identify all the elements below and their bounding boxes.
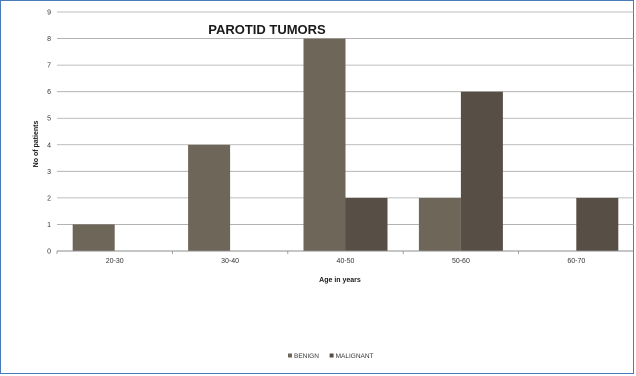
y-tick-label: 0 [47, 249, 51, 256]
x-tick-label: 20-30 [106, 258, 124, 265]
x-tick-label: 40-50 [337, 258, 355, 265]
y-tick-label: 6 [47, 89, 51, 96]
y-axis-ticks: 0 1 2 3 4 5 6 7 8 9 [47, 10, 51, 256]
bars [72, 38, 619, 252]
bar-benign-30-40 [188, 144, 231, 251]
bar-benign-40-50 [303, 38, 346, 251]
y-tick-label: 1 [47, 222, 51, 229]
x-tick-label: 60-70 [567, 258, 585, 265]
y-tick-label: 8 [47, 36, 51, 43]
y-tick-label: 3 [47, 169, 51, 176]
y-tick-label: 2 [47, 195, 51, 202]
y-tick-label: 9 [47, 10, 51, 17]
legend-label-benign: BENIGN [294, 353, 319, 360]
bar-malignant-40-50 [345, 197, 388, 251]
x-tick-label: 30-40 [221, 258, 239, 265]
x-axis-title: Age in years [319, 277, 361, 284]
x-tick-label: 50-60 [452, 258, 470, 265]
chart-title: PAROTID TUMORS [208, 22, 326, 37]
y-tick-label: 7 [47, 63, 51, 70]
y-tick-label: 4 [47, 142, 51, 149]
y-axis-title: No of patients [33, 121, 40, 168]
bar-malignant-60-70 [576, 197, 619, 251]
y-tick-label: 5 [47, 116, 51, 123]
x-axis-ticks: 20-30 30-40 40-50 50-60 60-70 [56, 251, 585, 265]
legend-label-malignant: MALIGNANT [336, 353, 374, 360]
bar-malignant-50-60 [460, 91, 503, 252]
bar-benign-20-30 [72, 224, 115, 251]
bar-benign-50-60 [418, 197, 461, 251]
legend-swatch-malignant [329, 353, 334, 358]
legend: BENIGN MALIGNANT [288, 353, 374, 360]
legend-swatch-benign [288, 353, 292, 358]
